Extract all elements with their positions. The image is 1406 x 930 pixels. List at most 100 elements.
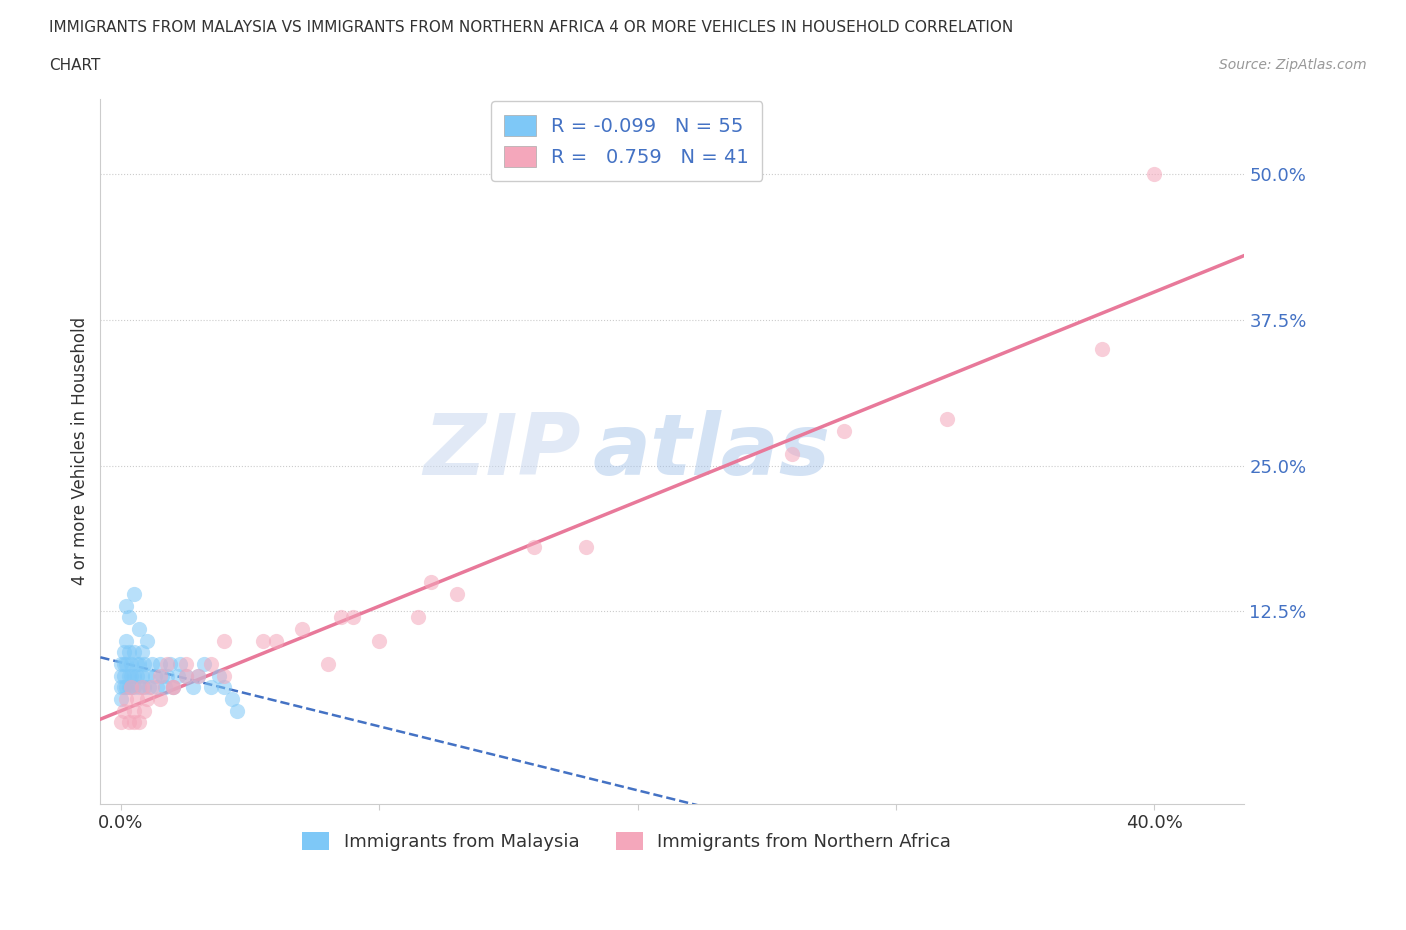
Point <box>118 668 141 683</box>
Point <box>115 680 138 695</box>
Point <box>122 703 145 718</box>
Point <box>187 668 209 683</box>
Point <box>368 633 391 648</box>
Point <box>159 657 181 671</box>
Point <box>156 657 179 671</box>
Point <box>122 668 145 683</box>
Point <box>118 680 141 695</box>
Point <box>115 691 138 706</box>
Point <box>264 633 287 648</box>
Point <box>193 657 215 671</box>
Point <box>134 657 156 671</box>
Point <box>446 587 468 602</box>
Text: atlas: atlas <box>592 410 831 493</box>
Point <box>110 668 132 683</box>
Point <box>120 680 142 695</box>
Point <box>112 680 135 695</box>
Point <box>149 668 172 683</box>
Point <box>125 691 148 706</box>
Point <box>782 446 804 461</box>
Point <box>110 691 132 706</box>
Point <box>134 703 156 718</box>
Point <box>419 575 441 590</box>
Point <box>115 598 138 613</box>
Point <box>226 703 249 718</box>
Point <box>342 610 364 625</box>
Text: Source: ZipAtlas.com: Source: ZipAtlas.com <box>1219 58 1367 72</box>
Point <box>118 610 141 625</box>
Point <box>166 668 188 683</box>
Point <box>156 668 179 683</box>
Point <box>174 668 197 683</box>
Point <box>131 644 153 659</box>
Point <box>131 680 153 695</box>
Point <box>153 680 176 695</box>
Point <box>110 680 132 695</box>
Point <box>135 633 157 648</box>
Point <box>135 668 157 683</box>
Point <box>214 668 236 683</box>
Point <box>112 657 135 671</box>
Point <box>329 610 352 625</box>
Point <box>174 657 197 671</box>
Point <box>128 621 150 636</box>
Point <box>110 657 132 671</box>
Point <box>316 657 339 671</box>
Point <box>128 680 150 695</box>
Point <box>936 412 959 427</box>
Point <box>291 621 314 636</box>
Point <box>149 691 172 706</box>
Point <box>115 633 138 648</box>
Point <box>214 633 236 648</box>
Point <box>115 657 138 671</box>
Point <box>128 715 150 730</box>
Point <box>141 680 163 695</box>
Point <box>135 691 157 706</box>
Point <box>120 668 142 683</box>
Point <box>118 644 141 659</box>
Point <box>141 657 163 671</box>
Point <box>221 691 243 706</box>
Point <box>134 680 156 695</box>
Point <box>162 680 184 695</box>
Point <box>122 587 145 602</box>
Point <box>162 680 184 695</box>
Y-axis label: 4 or more Vehicles in Household: 4 or more Vehicles in Household <box>72 317 89 585</box>
Point <box>174 668 197 683</box>
Point <box>122 715 145 730</box>
Point <box>112 644 135 659</box>
Point <box>125 657 148 671</box>
Point <box>169 657 191 671</box>
Point <box>112 703 135 718</box>
Point <box>832 423 855 438</box>
Point <box>200 680 222 695</box>
Point <box>143 668 166 683</box>
Point <box>125 668 148 683</box>
Point <box>138 680 160 695</box>
Point <box>150 668 173 683</box>
Text: IMMIGRANTS FROM MALAYSIA VS IMMIGRANTS FROM NORTHERN AFRICA 4 OR MORE VEHICLES I: IMMIGRANTS FROM MALAYSIA VS IMMIGRANTS F… <box>49 20 1014 35</box>
Point <box>181 680 204 695</box>
Point <box>120 680 142 695</box>
Point <box>162 680 184 695</box>
Point <box>146 680 169 695</box>
Point <box>1091 342 1114 357</box>
Point <box>406 610 429 625</box>
Point <box>122 680 145 695</box>
Point <box>120 657 142 671</box>
Point <box>128 657 150 671</box>
Point <box>110 715 132 730</box>
Text: ZIP: ZIP <box>423 410 581 493</box>
Point <box>187 668 209 683</box>
Point <box>214 680 236 695</box>
Point <box>200 657 222 671</box>
Point <box>149 657 172 671</box>
Legend: Immigrants from Malaysia, Immigrants from Northern Africa: Immigrants from Malaysia, Immigrants fro… <box>295 825 957 858</box>
Text: CHART: CHART <box>49 58 101 73</box>
Point <box>118 715 141 730</box>
Point <box>252 633 274 648</box>
Point <box>1143 167 1166 182</box>
Point <box>208 668 231 683</box>
Point <box>131 668 153 683</box>
Point <box>523 540 546 555</box>
